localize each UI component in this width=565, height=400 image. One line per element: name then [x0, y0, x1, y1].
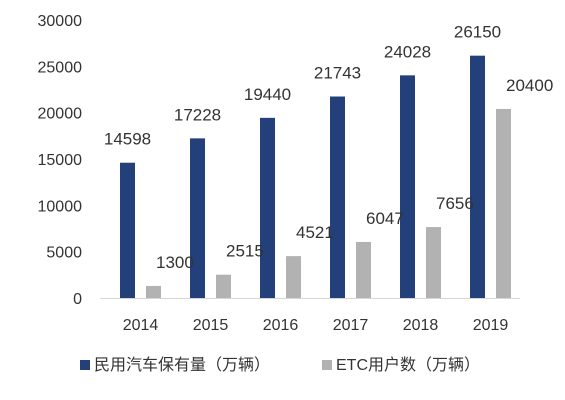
- legend-label: 民用汽车保有量（万辆）: [94, 356, 270, 374]
- bars: [120, 55, 511, 299]
- data-label: 7656: [436, 194, 474, 213]
- y-tick-label: 0: [73, 291, 82, 308]
- data-label: 4521: [296, 223, 334, 242]
- y-tick-label: 20000: [38, 106, 83, 123]
- legend: 民用汽车保有量（万辆） ETC用户数（万辆）: [80, 356, 480, 374]
- bar-etc-users: [496, 108, 511, 299]
- data-label: 2515: [226, 242, 264, 261]
- bar-vehicle-ownership: [190, 138, 205, 298]
- y-tick-label: 15000: [38, 152, 83, 169]
- y-tick-label: 30000: [38, 13, 83, 30]
- bar-etc-users: [146, 285, 161, 298]
- bar-vehicle-ownership: [470, 55, 485, 298]
- bar-vehicle-ownership: [120, 162, 135, 298]
- bar-vehicle-ownership: [330, 96, 345, 299]
- bar-etc-users: [426, 227, 441, 298]
- data-label: 17228: [174, 105, 221, 124]
- x-tick-label: 2015: [193, 317, 229, 334]
- y-tick-label: 10000: [38, 198, 83, 215]
- bar-etc-users: [216, 274, 231, 298]
- bar-etc-users: [286, 256, 301, 298]
- x-tick-label: 2019: [473, 317, 509, 334]
- bar-vehicle-ownership: [260, 117, 275, 298]
- x-tick-label: 2016: [263, 317, 299, 334]
- legend-label: ETC用户数（万辆）: [336, 356, 480, 374]
- legend-swatch: [80, 360, 90, 370]
- data-label: 14598: [104, 130, 151, 149]
- data-label: 24028: [384, 42, 431, 61]
- data-label: 6047: [366, 209, 404, 228]
- x-tick-label: 2017: [333, 317, 369, 334]
- data-label: 26150: [454, 23, 501, 42]
- data-label: 19440: [244, 85, 291, 104]
- x-tick-label: 2018: [403, 317, 439, 334]
- x-tick-label: 2014: [123, 317, 159, 334]
- y-tick-label: 25000: [38, 59, 83, 76]
- x-axis: 2014 2015 2016 2017 2018 2019: [100, 298, 520, 334]
- bar-etc-users: [356, 241, 371, 298]
- data-labels: 14598 17228 19440 21743 24028 26150 1300 2515 45…: [104, 23, 553, 272]
- y-axis: 0 5000 10000 15000 20000 25000 30000: [38, 13, 83, 308]
- y-tick-label: 5000: [46, 245, 82, 262]
- bar-vehicle-ownership: [400, 75, 415, 298]
- data-label: 20400: [506, 76, 553, 95]
- data-label: 1300: [156, 253, 194, 272]
- data-label: 21743: [314, 64, 361, 83]
- legend-swatch: [322, 360, 332, 370]
